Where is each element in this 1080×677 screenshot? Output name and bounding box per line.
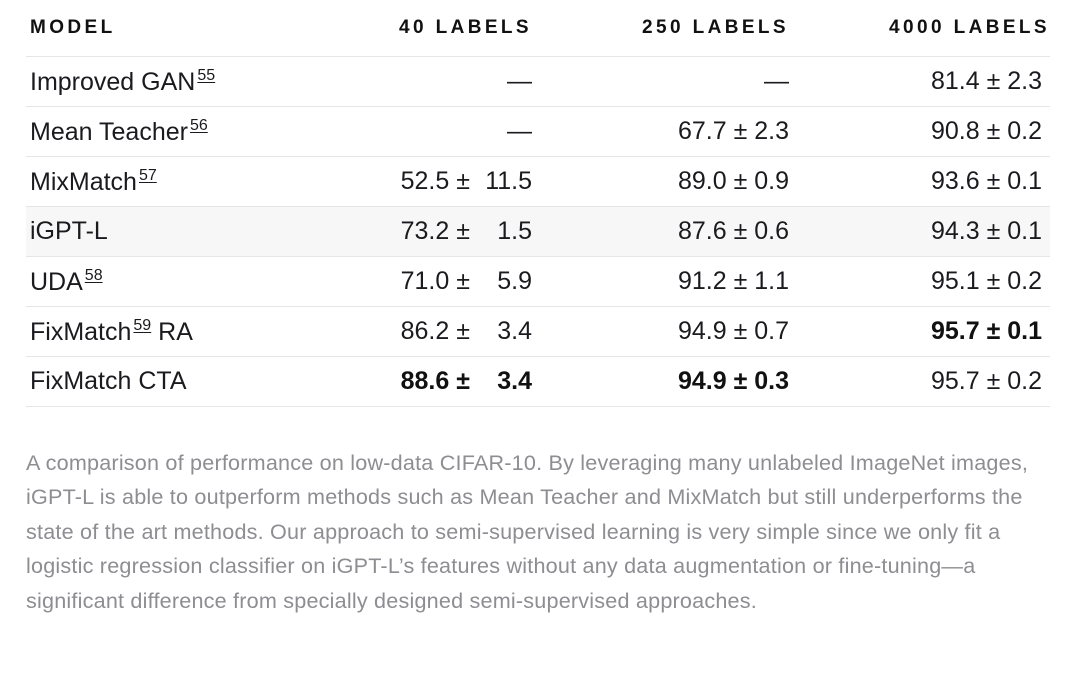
table-row: UDA 58 71.0 ±5.9 91.2 ± 1.1 95.1 ± 0.2 [26,256,1050,307]
value-text: — [507,67,532,95]
model-name: iGPT-L [30,217,108,245]
model-name: Improved GAN [30,67,196,96]
value-error: 3.4 [497,367,532,395]
cell-4000-labels: 95.7 ± 0.2 [789,356,1050,407]
cell-4000-labels: 95.1 ± 0.2 [789,256,1050,307]
table-row: FixMatch 59 RA 86.2 ±3.4 94.9 ± 0.7 95.7 ± 0.… [26,306,1050,357]
cell-250-labels: 91.2 ± 1.1 [532,256,789,307]
cell-4000-labels: 81.4 ± 2.3 [789,56,1050,107]
value-mean: 52.5 [400,167,450,195]
cifar10-results-table: MODEL 40 LABELS 250 LABELS 4000 LABELS I… [26,0,1050,407]
table-body: Improved GAN 55— —81.4 ± 2.3 Mean Teacher 56… [26,56,1050,407]
table-row: MixMatch 57 52.5 ±11.5 89.0 ± 0.9 93.6 ± 0.1 [26,156,1050,207]
cell-40-labels: 73.2 ±1.5 [356,206,532,257]
model-name: MixMatch [30,167,137,196]
value-mean: 88.6 [400,367,450,395]
cell-40-labels: 52.5 ±11.5 [356,156,532,207]
value-mean: 71.0 [400,267,450,295]
model-name: FixMatch [30,317,132,346]
model-cell: UDA 58 [26,256,356,307]
cell-40-labels: — [356,56,532,107]
value-text: — [507,117,532,145]
model-cell: FixMatch CTA [26,356,356,407]
cell-4000-labels: 94.3 ± 0.1 [789,206,1050,257]
model-cell: Mean Teacher 56 [26,106,356,157]
plus-minus-sign: ± [456,217,470,245]
table-row: Mean Teacher 56 —67.7 ± 2.3 90.8 ± 0.2 [26,106,1050,157]
model-cell: MixMatch 57 [26,156,356,207]
cell-250-labels: 94.9 ± 0.7 [532,306,789,357]
table-row: iGPT-L 73.2 ±1.5 87.6 ± 0.6 94.3 ± 0.1 [26,206,1050,257]
model-name: UDA [30,267,83,296]
citation-link[interactable]: 57 [138,166,157,184]
model-cell: iGPT-L [26,206,356,257]
cell-40-labels: 88.6 ±3.4 [356,356,532,407]
table-header: MODEL 40 LABELS 250 LABELS 4000 LABELS [26,0,1050,57]
value-with-error: 86.2 ±3.4 [401,317,532,346]
cell-250-labels: — [532,56,789,107]
value-mean: 86.2 [400,317,450,345]
cell-40-labels: — [356,106,532,157]
value-with-error: 73.2 ±1.5 [401,217,532,246]
model-name: Mean Teacher [30,117,188,146]
value-with-error: 88.6 ±3.4 [401,367,532,396]
header-250-labels: 250 LABELS [532,0,789,57]
table-row: FixMatch CTA 88.6 ±3.4 94.9 ± 0.3 95.7 ± 0.2 [26,356,1050,407]
header-4000-labels: 4000 LABELS [789,0,1050,57]
cell-4000-labels: 90.8 ± 0.2 [789,106,1050,157]
model-suffix: RA [158,317,193,346]
citation-link[interactable]: 55 [197,66,216,84]
cell-40-labels: 71.0 ±5.9 [356,256,532,307]
table-caption: A comparison of performance on low-data … [26,446,1056,618]
cell-40-labels: 86.2 ±3.4 [356,306,532,357]
header-40-labels: 40 LABELS [356,0,532,57]
value-mean: 73.2 [400,217,450,245]
caption-text: A comparison of performance on low-data … [26,450,1029,613]
value-error: 5.9 [497,267,532,295]
cell-250-labels: 67.7 ± 2.3 [532,106,789,157]
cell-4000-labels: 95.7 ± 0.1 [789,306,1050,357]
model-name: FixMatch CTA [30,367,187,395]
results-table-container: MODEL 40 LABELS 250 LABELS 4000 LABELS I… [26,0,1050,407]
cell-250-labels: 87.6 ± 0.6 [532,206,789,257]
value-with-error: 71.0 ±5.9 [401,267,532,296]
value-error: 3.4 [497,317,532,345]
model-cell: FixMatch 59 RA [26,306,356,357]
plus-minus-sign: ± [456,267,470,295]
model-cell: Improved GAN 55 [26,56,356,107]
plus-minus-sign: ± [456,367,470,395]
value-error: 11.5 [485,167,532,195]
header-row: MODEL 40 LABELS 250 LABELS 4000 LABELS [26,0,1050,57]
value-error: 1.5 [497,217,532,245]
cell-4000-labels: 93.6 ± 0.1 [789,156,1050,207]
plus-minus-sign: ± [456,167,470,195]
value-with-error: 52.5 ±11.5 [401,167,532,196]
citation-link[interactable]: 59 [133,316,152,334]
citation-link[interactable]: 56 [189,116,208,134]
plus-minus-sign: ± [456,317,470,345]
cell-250-labels: 94.9 ± 0.3 [532,356,789,407]
citation-link[interactable]: 58 [84,266,103,284]
table-row: Improved GAN 55— —81.4 ± 2.3 [26,56,1050,107]
header-model: MODEL [26,0,356,57]
cell-250-labels: 89.0 ± 0.9 [532,156,789,207]
